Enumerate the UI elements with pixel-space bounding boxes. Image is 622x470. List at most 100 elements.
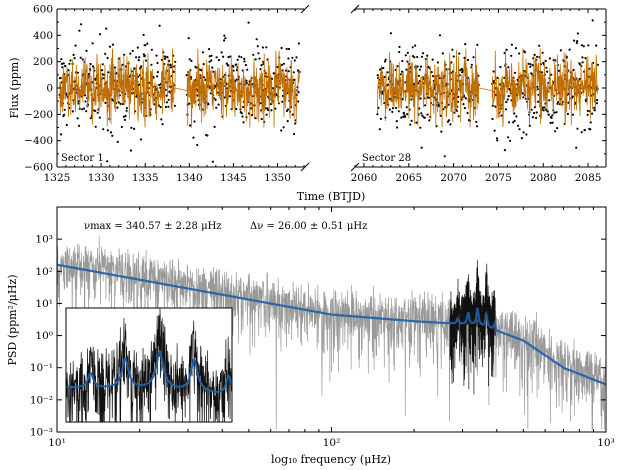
flux-point	[102, 77, 105, 80]
model-line	[491, 48, 599, 128]
x-tick-label: 2065	[395, 172, 422, 184]
flux-point	[226, 87, 229, 90]
flux-point	[167, 105, 170, 108]
psd-data	[57, 235, 606, 430]
flux-point	[129, 149, 133, 152]
flux-point	[235, 78, 238, 81]
y-tick-label: 10⁻²	[30, 394, 53, 406]
flux-point	[166, 56, 169, 59]
flux-point	[528, 124, 531, 127]
flux-point	[144, 59, 148, 62]
flux-point	[457, 95, 460, 98]
flux-point	[421, 52, 425, 55]
flux-point	[443, 155, 446, 158]
flux-point	[419, 126, 422, 129]
flux-point	[137, 59, 140, 62]
flux-point	[259, 102, 262, 105]
flux-point	[167, 98, 170, 101]
flux-point	[449, 123, 452, 126]
flux-point	[411, 46, 414, 49]
flux-point	[261, 46, 264, 49]
flux-point	[60, 62, 64, 65]
flux-point	[113, 66, 117, 69]
flux-point	[123, 118, 126, 121]
flux-point	[71, 110, 74, 113]
tr-annotation: Sector 28	[362, 153, 411, 164]
flux-point	[206, 134, 209, 137]
flux-point	[542, 109, 545, 112]
flux-point	[593, 109, 596, 112]
flux-point	[223, 39, 226, 42]
flux-point	[188, 58, 191, 61]
flux-point	[130, 126, 133, 129]
flux-point	[84, 100, 87, 103]
flux-point	[81, 58, 84, 61]
flux-point	[257, 52, 260, 55]
flux-point	[395, 120, 398, 123]
flux-point	[515, 115, 518, 118]
flux-point	[584, 57, 587, 60]
break-mark	[300, 162, 310, 172]
flux-point	[557, 101, 560, 104]
flux-point	[74, 44, 77, 47]
flux-point	[506, 98, 509, 101]
flux-point	[98, 116, 101, 119]
flux-point	[378, 128, 381, 131]
flux-point	[376, 113, 379, 116]
flux-point	[235, 107, 238, 111]
flux-point	[105, 27, 108, 30]
flux-point	[532, 111, 536, 115]
flux-point	[217, 59, 221, 62]
flux-point	[404, 54, 407, 57]
flux-point	[548, 99, 551, 102]
flux-point	[500, 114, 503, 117]
flux-point	[297, 91, 300, 94]
flux-point	[169, 64, 172, 67]
flux-point	[451, 48, 454, 51]
flux-point	[386, 71, 389, 74]
flux-point	[494, 105, 497, 108]
flux-point	[456, 100, 460, 103]
flux-point	[116, 106, 119, 109]
flux-point	[223, 34, 226, 37]
flux-point	[123, 53, 126, 56]
flux-point	[207, 103, 210, 106]
flux-point	[551, 121, 554, 124]
flux-point	[106, 129, 109, 132]
flux-point	[242, 105, 245, 109]
flux-point	[427, 96, 430, 99]
flux-point	[437, 105, 440, 108]
flux-point	[578, 63, 582, 66]
flux-point	[225, 62, 228, 65]
flux-point	[466, 111, 469, 115]
psd-y-axis-label: PSD (ppm²/μHz)	[6, 274, 19, 365]
flux-point	[405, 68, 408, 71]
flux-point	[575, 146, 578, 149]
flux-point	[107, 71, 110, 74]
flux-point	[536, 88, 539, 91]
flux-point	[242, 121, 245, 124]
psd-ticks: 10¹ 10² 10³ 10³ 10² 10¹ 10⁰ 10⁻¹ 10⁻² 10⁻³	[30, 207, 615, 449]
flux-point	[109, 131, 113, 134]
flux-point	[499, 65, 502, 69]
flux-point	[201, 51, 205, 54]
flux-point	[464, 43, 467, 46]
flux-point	[420, 146, 423, 149]
flux-point	[117, 101, 120, 104]
flux-point	[69, 59, 72, 62]
sector-1-data	[58, 21, 301, 163]
flux-point	[398, 51, 401, 54]
flux-point	[409, 123, 412, 126]
flux-point	[101, 69, 104, 72]
flux-point	[503, 149, 506, 152]
flux-point	[587, 44, 590, 47]
flux-point	[187, 37, 190, 40]
flux-point	[104, 101, 107, 104]
flux-point	[61, 66, 64, 69]
flux-point	[510, 43, 513, 46]
flux-point	[530, 108, 533, 111]
flux-point	[188, 102, 191, 105]
flux-point	[292, 71, 295, 74]
flux-point	[133, 127, 136, 130]
flux-point	[555, 111, 558, 114]
